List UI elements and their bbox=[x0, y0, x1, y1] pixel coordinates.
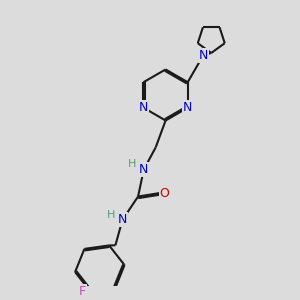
Text: O: O bbox=[160, 187, 170, 200]
Text: N: N bbox=[183, 101, 192, 114]
Text: N: N bbox=[199, 49, 208, 62]
Text: N: N bbox=[139, 163, 148, 176]
Text: N: N bbox=[139, 101, 148, 114]
Text: H: H bbox=[128, 160, 136, 170]
Text: F: F bbox=[79, 285, 86, 298]
Text: H: H bbox=[106, 210, 115, 220]
Text: N: N bbox=[118, 213, 127, 226]
